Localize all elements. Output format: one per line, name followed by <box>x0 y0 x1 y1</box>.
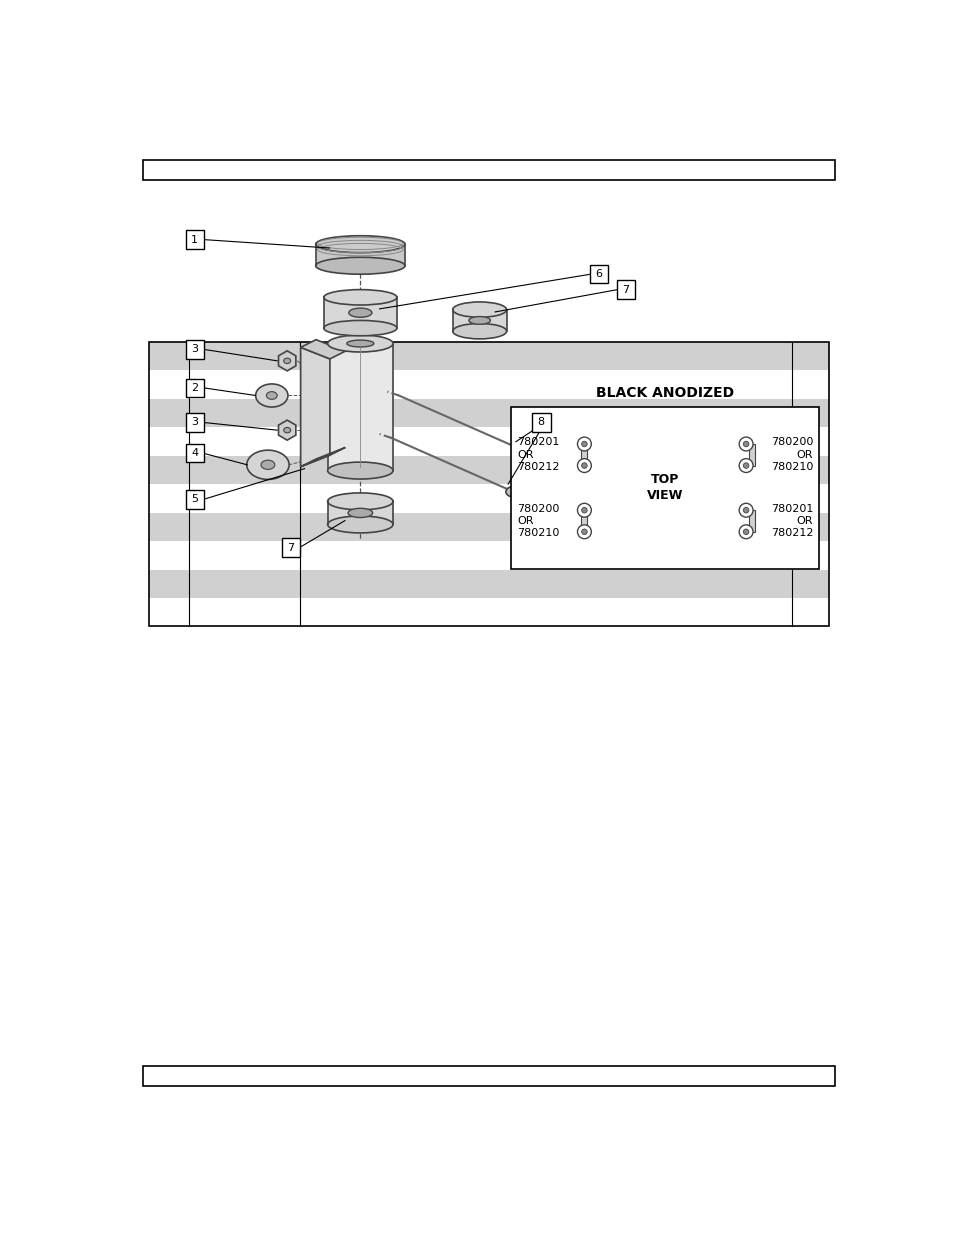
Text: 2: 2 <box>191 383 198 393</box>
Text: 1: 1 <box>192 235 198 245</box>
Bar <box>149 598 828 627</box>
FancyBboxPatch shape <box>616 281 635 299</box>
Ellipse shape <box>247 450 289 480</box>
Ellipse shape <box>505 486 522 497</box>
Circle shape <box>581 441 586 446</box>
Ellipse shape <box>327 515 393 533</box>
Bar <box>748 510 755 531</box>
Bar <box>143 1067 834 1086</box>
Bar <box>580 510 587 531</box>
Bar <box>149 485 828 513</box>
Bar <box>453 310 506 331</box>
Circle shape <box>577 525 591 539</box>
Text: 780201
OR
780212: 780201 OR 780212 <box>770 503 812 539</box>
Bar <box>149 513 828 541</box>
Bar <box>327 502 393 524</box>
Ellipse shape <box>347 340 374 347</box>
Bar <box>149 398 828 428</box>
Bar <box>511 407 819 569</box>
Circle shape <box>577 459 591 472</box>
Text: TOP
VIEW: TOP VIEW <box>646 473 682 502</box>
Bar <box>580 444 587 466</box>
Bar <box>149 456 828 485</box>
Text: 4: 4 <box>191 449 198 459</box>
FancyBboxPatch shape <box>281 539 300 556</box>
Ellipse shape <box>261 460 274 470</box>
Text: 780200
OR
780210: 780200 OR 780210 <box>517 503 559 539</box>
Circle shape <box>581 529 586 534</box>
Ellipse shape <box>266 392 277 399</box>
Bar <box>149 341 828 627</box>
Ellipse shape <box>348 508 373 518</box>
Ellipse shape <box>327 335 393 352</box>
Ellipse shape <box>469 316 490 324</box>
Circle shape <box>739 525 752 539</box>
Ellipse shape <box>453 324 506 339</box>
Bar <box>149 370 828 398</box>
Circle shape <box>742 508 748 513</box>
Bar <box>143 159 834 180</box>
Text: 6: 6 <box>595 269 602 279</box>
Bar <box>327 344 393 471</box>
Ellipse shape <box>283 358 291 363</box>
Circle shape <box>742 462 748 468</box>
Circle shape <box>577 438 591 451</box>
FancyBboxPatch shape <box>185 378 204 397</box>
FancyBboxPatch shape <box>185 230 204 248</box>
Ellipse shape <box>283 428 291 433</box>
Circle shape <box>581 462 586 468</box>
Bar <box>323 298 396 328</box>
FancyBboxPatch shape <box>185 413 204 431</box>
Polygon shape <box>300 340 345 358</box>
Bar <box>149 341 828 370</box>
FancyBboxPatch shape <box>589 265 608 283</box>
FancyBboxPatch shape <box>185 491 204 509</box>
Ellipse shape <box>315 257 405 274</box>
Ellipse shape <box>453 302 506 318</box>
Ellipse shape <box>513 444 530 455</box>
Text: 7: 7 <box>287 543 294 552</box>
Circle shape <box>742 529 748 534</box>
Ellipse shape <box>255 384 288 407</box>
Circle shape <box>742 441 748 446</box>
Circle shape <box>581 508 586 513</box>
FancyBboxPatch shape <box>185 340 204 358</box>
Text: 780201
OR
780212: 780201 OR 780212 <box>517 438 559 472</box>
FancyBboxPatch shape <box>532 413 550 431</box>
Bar <box>149 570 828 598</box>
Text: 780200
OR
780210: 780200 OR 780210 <box>770 438 812 472</box>
Circle shape <box>739 459 752 472</box>
Ellipse shape <box>323 320 396 336</box>
Polygon shape <box>300 347 330 467</box>
Circle shape <box>577 503 591 517</box>
Ellipse shape <box>327 493 393 509</box>
Ellipse shape <box>315 236 405 252</box>
Circle shape <box>739 438 752 451</box>
Ellipse shape <box>349 308 372 318</box>
Polygon shape <box>300 447 345 467</box>
Text: 7: 7 <box>621 284 629 294</box>
Ellipse shape <box>323 289 396 305</box>
Bar <box>149 428 828 456</box>
Text: 3: 3 <box>192 345 198 355</box>
Bar <box>149 541 828 570</box>
Circle shape <box>739 503 752 517</box>
Text: BLACK ANODIZED: BLACK ANODIZED <box>596 386 734 400</box>
Text: 8: 8 <box>537 418 544 428</box>
FancyBboxPatch shape <box>185 444 204 462</box>
Text: 5: 5 <box>192 494 198 504</box>
Text: 3: 3 <box>192 418 198 428</box>
Ellipse shape <box>327 462 393 480</box>
Bar <box>748 444 755 466</box>
Bar <box>315 245 405 266</box>
